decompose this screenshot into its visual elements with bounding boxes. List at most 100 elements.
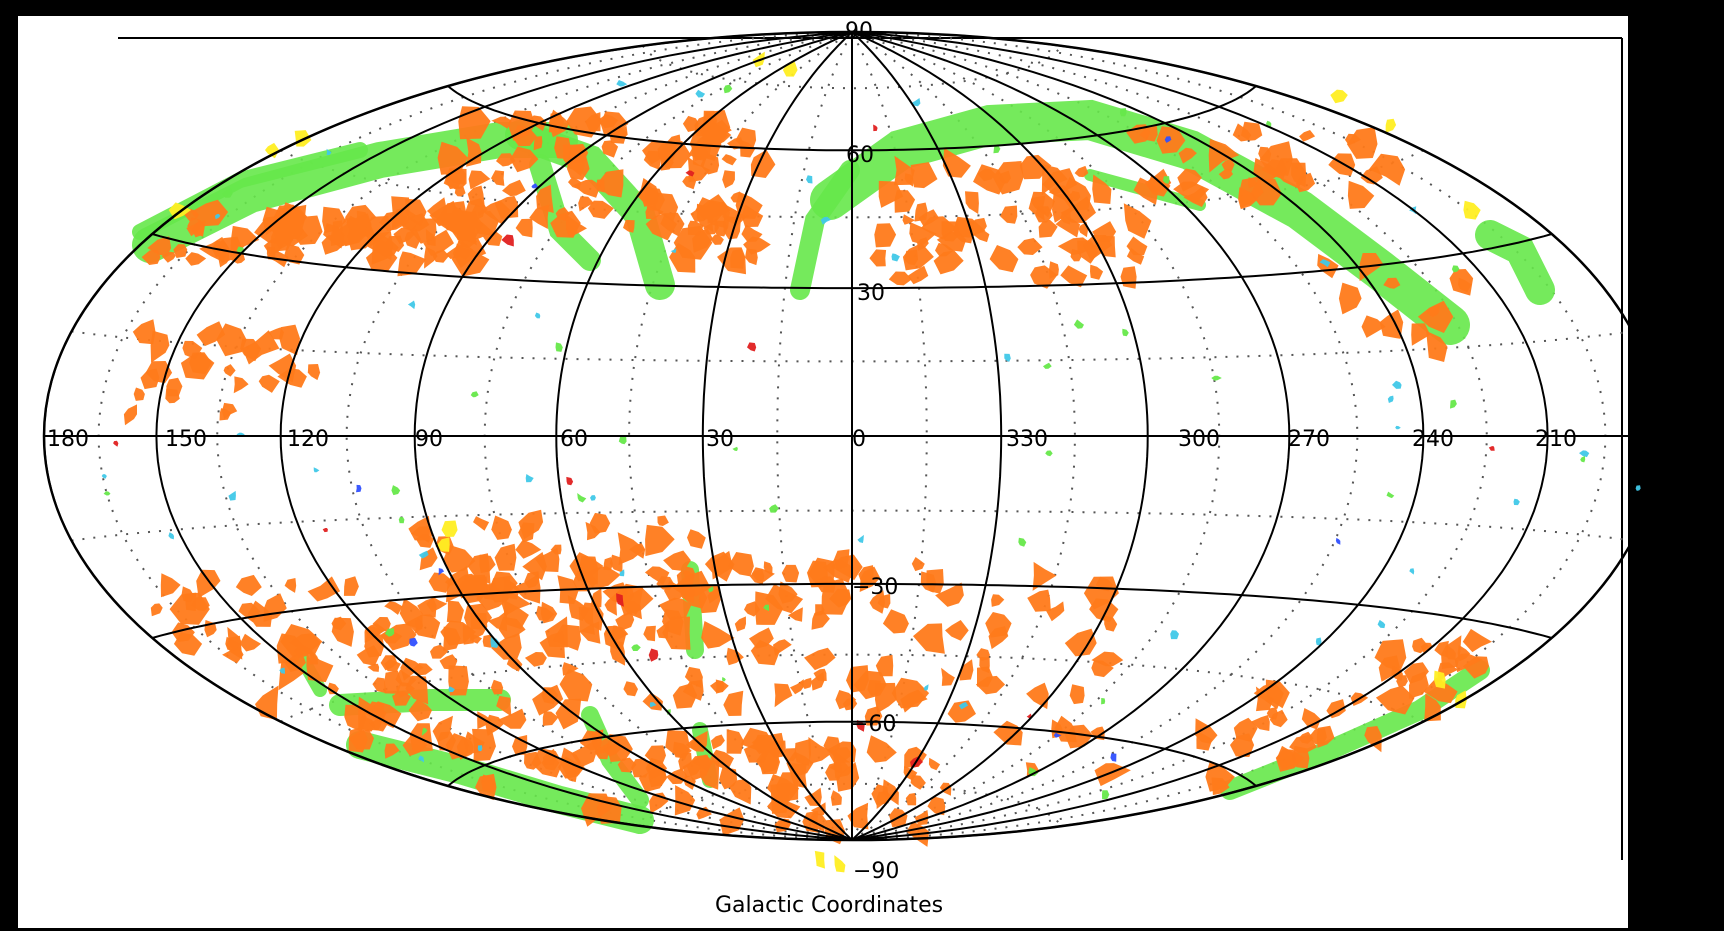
orange-region bbox=[715, 679, 725, 694]
catalog-source bbox=[113, 440, 119, 447]
orange-region bbox=[446, 600, 464, 623]
orange-region bbox=[1091, 660, 1114, 678]
catalog-source bbox=[279, 667, 285, 674]
orange-region bbox=[625, 601, 641, 615]
orange-region bbox=[1378, 655, 1400, 682]
orange-region bbox=[491, 515, 512, 540]
orange-region bbox=[927, 796, 946, 816]
catalog-source bbox=[631, 644, 641, 651]
catalog-source bbox=[1392, 380, 1402, 389]
catalog-source bbox=[418, 755, 425, 763]
orange-region bbox=[488, 575, 511, 603]
catalog-source bbox=[857, 534, 864, 543]
orange-region bbox=[405, 675, 429, 705]
orange-region bbox=[535, 547, 560, 572]
orange-region bbox=[507, 110, 536, 141]
orange-region bbox=[823, 559, 854, 583]
orange-region bbox=[565, 214, 587, 238]
catalog-source bbox=[1211, 375, 1222, 381]
orange-region bbox=[882, 779, 899, 806]
orange-region bbox=[406, 614, 441, 639]
catalog-source bbox=[525, 474, 534, 483]
orange-region bbox=[594, 742, 609, 760]
orange-region bbox=[372, 617, 391, 632]
orange-region bbox=[999, 170, 1011, 184]
orange-region bbox=[284, 578, 297, 593]
orange-region bbox=[751, 737, 772, 753]
orange-region bbox=[1070, 249, 1082, 262]
orange-region bbox=[888, 271, 912, 286]
catalog-source bbox=[1387, 395, 1394, 403]
orange-region bbox=[1258, 146, 1272, 163]
orange-region bbox=[1411, 323, 1431, 346]
orange-region bbox=[909, 222, 937, 245]
orange-region bbox=[928, 757, 941, 771]
orange-region bbox=[642, 692, 663, 711]
orange-region bbox=[674, 785, 696, 816]
orange-region bbox=[858, 565, 874, 585]
orange-region bbox=[1178, 147, 1197, 164]
catalog-source bbox=[685, 170, 695, 177]
catalog-source bbox=[958, 702, 969, 710]
orange-region bbox=[1123, 203, 1152, 239]
catalog-source bbox=[1395, 425, 1401, 430]
orange-region bbox=[672, 570, 711, 597]
lon-label: 210 bbox=[1535, 427, 1577, 452]
orange-region bbox=[559, 669, 593, 702]
orange-region bbox=[280, 624, 323, 657]
catalog-source bbox=[1122, 328, 1129, 337]
orange-region bbox=[813, 668, 827, 681]
orange-region bbox=[490, 632, 522, 660]
orange-region bbox=[1000, 205, 1018, 224]
lon-label: 300 bbox=[1178, 427, 1220, 452]
survey-regions bbox=[101, 51, 1641, 873]
orange-region bbox=[707, 588, 721, 604]
orange-region bbox=[1069, 684, 1085, 705]
orange-region bbox=[454, 186, 466, 197]
orange-region bbox=[133, 387, 145, 401]
orange-region bbox=[472, 728, 496, 762]
orange-region bbox=[392, 691, 411, 706]
orange-region bbox=[781, 564, 800, 583]
orange-region bbox=[744, 601, 760, 617]
orange-region bbox=[446, 171, 462, 190]
catalog-source bbox=[891, 253, 900, 262]
orange-region bbox=[491, 170, 505, 186]
orange-region bbox=[487, 610, 508, 632]
green-band bbox=[329, 689, 511, 716]
catalog-source bbox=[356, 484, 362, 493]
orange-region bbox=[1379, 309, 1404, 339]
orange-region bbox=[1238, 187, 1258, 210]
orange-region bbox=[596, 179, 605, 193]
catalog-source bbox=[1377, 619, 1386, 629]
catalog-source bbox=[732, 446, 738, 451]
orange-region bbox=[743, 236, 771, 255]
orange-region bbox=[393, 227, 415, 244]
orange-region bbox=[719, 766, 738, 790]
orange-region bbox=[729, 779, 752, 805]
orange-region bbox=[1454, 653, 1483, 673]
red-source bbox=[501, 234, 514, 247]
orange-region bbox=[988, 626, 1009, 650]
orange-region bbox=[989, 245, 1019, 273]
lon-label: 60 bbox=[560, 427, 588, 452]
orange-region bbox=[642, 139, 679, 165]
orange-region bbox=[502, 179, 526, 197]
orange-region bbox=[692, 228, 713, 253]
orange-region bbox=[910, 774, 926, 790]
orange-region bbox=[1092, 174, 1112, 204]
orange-region bbox=[1126, 247, 1145, 265]
orange-region bbox=[945, 620, 969, 641]
catalog-source bbox=[649, 702, 657, 708]
catalog-source bbox=[103, 491, 111, 496]
yellow-region bbox=[437, 537, 450, 552]
orange-region bbox=[1038, 219, 1058, 238]
catalog-source bbox=[1164, 136, 1172, 143]
orange-region bbox=[750, 149, 776, 178]
orange-region bbox=[327, 682, 339, 695]
catalog-source bbox=[618, 435, 627, 445]
orange-region bbox=[644, 566, 670, 585]
catalog-source bbox=[820, 216, 831, 225]
orange-region bbox=[542, 748, 558, 765]
orange-region bbox=[905, 793, 917, 806]
